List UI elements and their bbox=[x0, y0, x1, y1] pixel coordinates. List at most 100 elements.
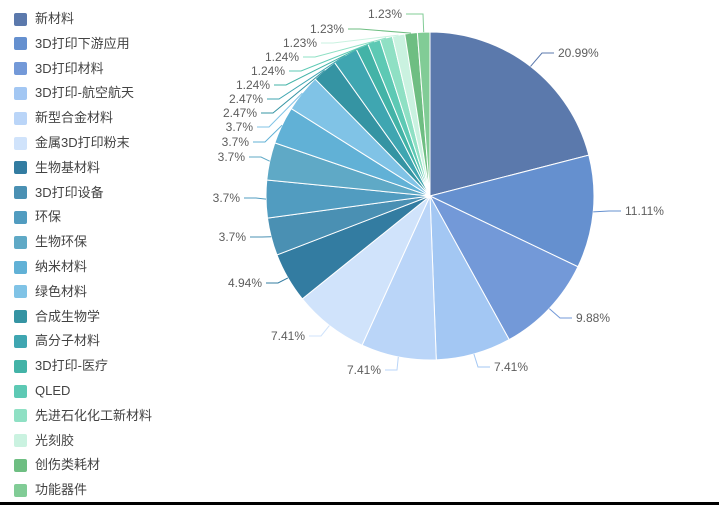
legend-item-11[interactable]: 纳米材料 bbox=[14, 258, 87, 276]
slice-percent-label: 9.88% bbox=[576, 311, 610, 325]
chart-legend: 新材料 3D打印下游应用 3D打印材料 3D打印-航空航天 新型合金材料金属3D打印粉末… bbox=[14, 0, 204, 506]
label-leader-line bbox=[274, 46, 363, 86]
pie-slice-20[interactable] bbox=[416, 31, 431, 197]
slice-percent-label: 2.47% bbox=[229, 92, 263, 106]
legend-swatch-icon bbox=[14, 310, 27, 324]
legend-item-10[interactable]: 生物环保 bbox=[14, 233, 87, 251]
legend-swatch-icon bbox=[14, 12, 27, 26]
slice-percent-label: 20.99% bbox=[558, 46, 599, 60]
legend-swatch-icon bbox=[14, 62, 27, 76]
slice-percent-label: 1.23% bbox=[283, 36, 317, 50]
legend-item-6[interactable]: 金属3D打印粉末 bbox=[14, 134, 130, 152]
legend-swatch-icon bbox=[14, 37, 27, 51]
slice-percent-label: 1.24% bbox=[265, 50, 299, 64]
label-leader-line bbox=[244, 197, 267, 200]
legend-item-label: 纳米材料 bbox=[35, 259, 88, 274]
legend-item-20[interactable]: 功能器件 bbox=[14, 481, 87, 499]
label-leader-line bbox=[348, 28, 412, 34]
legend-item-14[interactable]: 高分子材料 bbox=[14, 332, 100, 350]
legend-swatch-icon bbox=[14, 136, 27, 150]
label-leader-line bbox=[385, 356, 399, 371]
legend-item-label: 3D打印设备 bbox=[35, 184, 104, 200]
legend-item-label: 生物基材料 bbox=[35, 159, 101, 175]
legend-swatch-icon bbox=[14, 359, 27, 373]
label-leader-line bbox=[257, 92, 303, 128]
slice-percent-label: 2.47% bbox=[223, 106, 257, 120]
legend-item-label: 3D打印-航空航天 bbox=[35, 85, 134, 101]
slice-percent-label: 4.94% bbox=[228, 276, 262, 290]
legend-item-17[interactable]: 先进石化化工新材料 bbox=[14, 407, 152, 425]
legend-item-19[interactable]: 创伤类耗材 bbox=[14, 456, 100, 474]
legend-swatch-icon bbox=[14, 458, 27, 472]
legend-swatch-icon bbox=[14, 161, 27, 175]
legend-item-7[interactable]: 生物基材料 bbox=[14, 159, 100, 177]
label-leader-line bbox=[321, 34, 399, 44]
label-leader-line bbox=[267, 55, 346, 100]
legend-item-label: 高分子材料 bbox=[35, 333, 101, 349]
label-leader-line bbox=[266, 277, 289, 284]
label-leader-line bbox=[261, 70, 325, 114]
label-leader-line bbox=[593, 210, 621, 213]
slice-percent-label: 3.7% bbox=[226, 120, 254, 134]
legend-item-label: 绿色材料 bbox=[35, 283, 88, 299]
legend-swatch-icon bbox=[14, 235, 27, 249]
slice-percent-label: 7.41% bbox=[494, 360, 528, 374]
slice-percent-label: 1.24% bbox=[236, 78, 270, 92]
legend-item-label: 3D打印下游应用 bbox=[35, 35, 130, 51]
label-leader-line bbox=[289, 41, 375, 72]
label-leader-line bbox=[473, 353, 490, 368]
legend-item-9[interactable]: 环保 bbox=[14, 208, 61, 226]
legend-item-label: 金属3D打印粉末 bbox=[35, 135, 130, 150]
legend-swatch-icon bbox=[14, 86, 27, 100]
slice-percent-label: 1.23% bbox=[368, 7, 402, 21]
legend-item-2[interactable]: 3D打印下游应用 bbox=[14, 35, 130, 53]
legend-item-13[interactable]: 合成生物学 bbox=[14, 308, 100, 326]
legend-item-label: 3D打印材料 bbox=[35, 60, 104, 76]
legend-item-label: 3D打印-医疗 bbox=[35, 358, 108, 374]
legend-item-8[interactable]: 3D打印设备 bbox=[14, 184, 104, 202]
legend-item-label: 环保 bbox=[35, 209, 62, 225]
label-leader-line bbox=[406, 13, 425, 33]
legend-swatch-icon bbox=[14, 260, 27, 274]
label-leader-line bbox=[253, 124, 283, 143]
slice-percent-label: 3.7% bbox=[222, 135, 250, 149]
legend-swatch-icon bbox=[14, 210, 27, 224]
legend-swatch-icon bbox=[14, 384, 27, 398]
slice-percent-label: 3.7% bbox=[218, 150, 246, 164]
legend-item-16[interactable]: QLED bbox=[14, 382, 70, 400]
label-leader-line bbox=[309, 325, 330, 337]
label-leader-line bbox=[303, 37, 387, 58]
legend-item-18[interactable]: 光刻胶 bbox=[14, 432, 74, 450]
legend-item-label: QLED bbox=[35, 383, 71, 398]
legend-item-label: 生物环保 bbox=[35, 234, 88, 250]
label-leader-line bbox=[249, 156, 270, 162]
pie-slice-1[interactable] bbox=[429, 31, 590, 197]
legend-item-label: 新材料 bbox=[35, 11, 75, 26]
legend-item-4[interactable]: 3D打印-航空航天 bbox=[14, 84, 134, 102]
legend-item-label: 新型合金材料 bbox=[35, 110, 114, 126]
legend-item-label: 功能器件 bbox=[35, 482, 88, 498]
slice-percent-label: 3.7% bbox=[219, 230, 247, 244]
legend-item-5[interactable]: 新型合金材料 bbox=[14, 109, 113, 127]
label-leader-line bbox=[548, 308, 572, 319]
legend-swatch-icon bbox=[14, 409, 27, 423]
legend-item-1[interactable]: 新材料 bbox=[14, 10, 74, 28]
pie-slice-2[interactable] bbox=[429, 154, 595, 268]
legend-swatch-icon bbox=[14, 111, 27, 125]
slice-percent-label: 1.24% bbox=[251, 64, 285, 78]
legend-item-12[interactable]: 绿色材料 bbox=[14, 283, 87, 301]
legend-item-3[interactable]: 3D打印材料 bbox=[14, 60, 104, 78]
legend-item-label: 创伤类耗材 bbox=[35, 457, 101, 473]
slice-percent-label: 11.11% bbox=[625, 204, 664, 218]
label-leader-line bbox=[530, 52, 554, 67]
legend-swatch-icon bbox=[14, 285, 27, 299]
slice-percent-label: 1.23% bbox=[310, 22, 344, 36]
legend-swatch-icon bbox=[14, 483, 27, 497]
legend-swatch-icon bbox=[14, 334, 27, 348]
legend-item-15[interactable]: 3D打印-医疗 bbox=[14, 357, 108, 375]
slice-percent-label: 7.41% bbox=[347, 363, 381, 377]
pie-slice-3[interactable] bbox=[429, 195, 579, 341]
slice-percent-label: 7.41% bbox=[271, 329, 305, 343]
